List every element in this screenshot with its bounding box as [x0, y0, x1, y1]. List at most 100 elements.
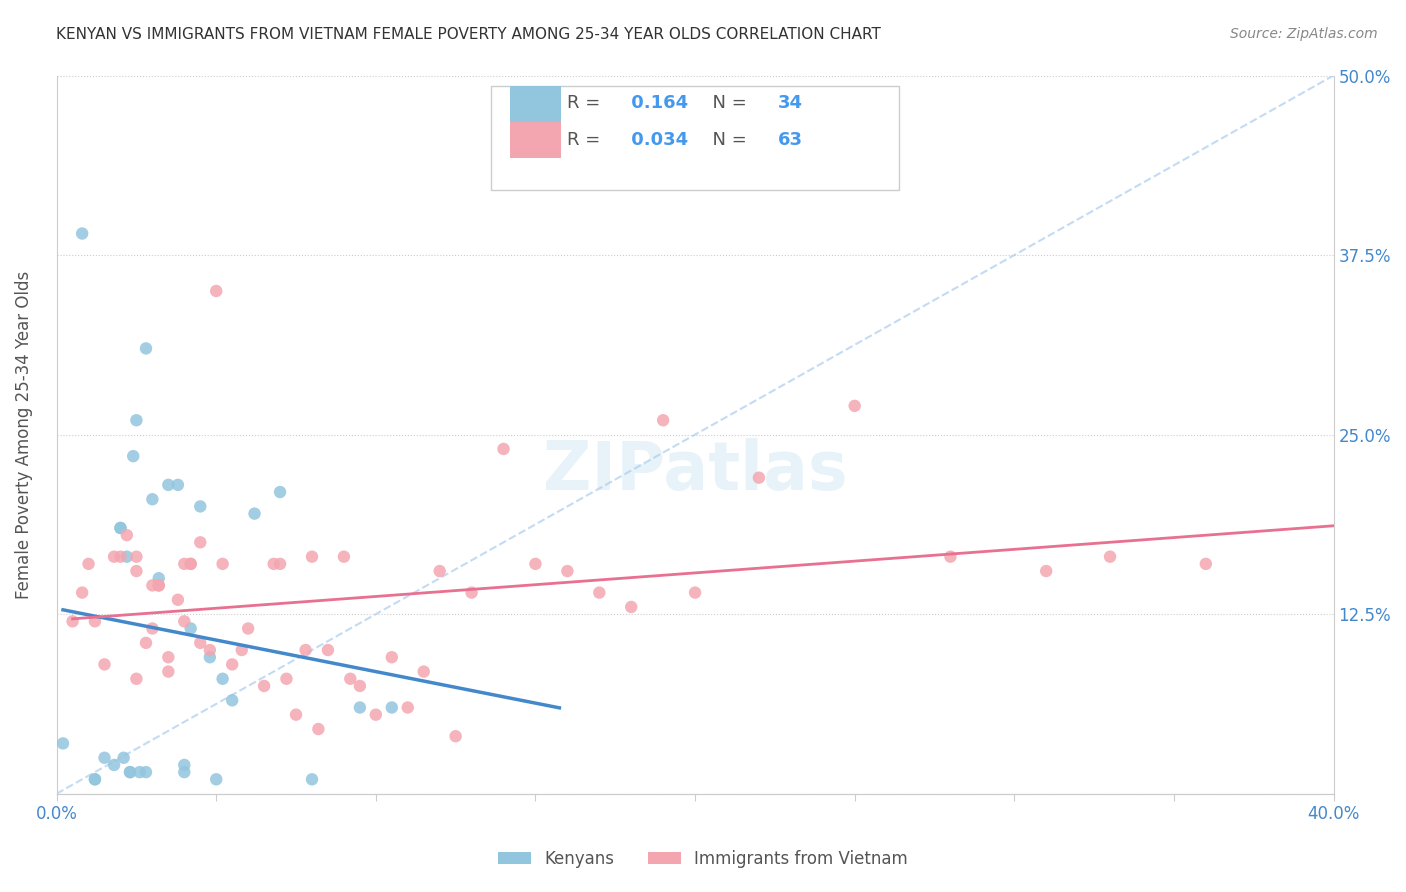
Point	[557, 564, 579, 578]
Point	[128, 765, 150, 780]
Point	[1099, 549, 1122, 564]
Point	[122, 449, 145, 463]
Point	[180, 622, 202, 636]
Point	[157, 665, 180, 679]
Text: R =: R =	[568, 131, 606, 149]
Point	[205, 772, 228, 787]
Point	[173, 615, 195, 629]
Point	[112, 751, 135, 765]
Point	[221, 657, 243, 672]
Point	[652, 413, 675, 427]
Point	[62, 615, 84, 629]
Point	[141, 622, 163, 636]
Point	[333, 549, 356, 564]
Point	[301, 772, 323, 787]
Point	[103, 758, 125, 772]
Text: ZIPatlas: ZIPatlas	[543, 437, 848, 503]
Point	[231, 643, 253, 657]
Point	[211, 672, 233, 686]
Point	[939, 549, 962, 564]
Point	[188, 636, 211, 650]
Point	[180, 557, 202, 571]
Point	[84, 615, 107, 629]
Point	[381, 700, 404, 714]
Point	[381, 650, 404, 665]
Point	[412, 665, 434, 679]
Point	[180, 557, 202, 571]
Text: KENYAN VS IMMIGRANTS FROM VIETNAM FEMALE POVERTY AMONG 25-34 YEAR OLDS CORRELATI: KENYAN VS IMMIGRANTS FROM VIETNAM FEMALE…	[56, 27, 882, 42]
Point	[349, 700, 371, 714]
Point	[118, 765, 141, 780]
Point	[157, 650, 180, 665]
Point	[316, 643, 339, 657]
FancyBboxPatch shape	[510, 122, 561, 158]
Point	[173, 758, 195, 772]
Text: 34: 34	[778, 94, 803, 112]
Point	[110, 521, 132, 535]
Point	[236, 622, 259, 636]
Point	[157, 478, 180, 492]
Point	[429, 564, 451, 578]
Point	[1035, 564, 1057, 578]
Point	[103, 549, 125, 564]
Point	[444, 729, 467, 743]
Point	[211, 557, 233, 571]
Point	[167, 592, 190, 607]
Text: 0.164: 0.164	[624, 94, 688, 112]
Point	[748, 471, 770, 485]
Point	[148, 578, 170, 592]
Point	[173, 557, 195, 571]
Point	[253, 679, 276, 693]
Y-axis label: Female Poverty Among 25-34 Year Olds: Female Poverty Among 25-34 Year Olds	[15, 270, 32, 599]
Point	[115, 549, 138, 564]
Point	[110, 549, 132, 564]
Point	[84, 772, 107, 787]
Point	[115, 528, 138, 542]
Point	[52, 736, 75, 750]
Point	[396, 700, 419, 714]
Point	[118, 765, 141, 780]
Point	[148, 571, 170, 585]
Point	[294, 643, 316, 657]
Point	[188, 535, 211, 549]
Text: 63: 63	[778, 131, 803, 149]
Point	[460, 585, 482, 599]
Text: N =: N =	[702, 131, 754, 149]
Point	[70, 585, 93, 599]
Text: N =: N =	[702, 94, 754, 112]
Point	[188, 500, 211, 514]
Point	[683, 585, 706, 599]
Point	[125, 672, 148, 686]
Text: R =: R =	[568, 94, 606, 112]
Point	[198, 643, 221, 657]
Point	[93, 751, 115, 765]
Point	[1195, 557, 1218, 571]
Point	[285, 707, 308, 722]
Point	[221, 693, 243, 707]
Point	[276, 672, 298, 686]
Point	[167, 478, 190, 492]
Legend: Kenyans, Immigrants from Vietnam: Kenyans, Immigrants from Vietnam	[491, 844, 915, 875]
FancyBboxPatch shape	[510, 87, 561, 122]
Point	[110, 521, 132, 535]
Point	[492, 442, 515, 456]
Point	[84, 772, 107, 787]
Point	[125, 549, 148, 564]
Point	[349, 679, 371, 693]
Point	[141, 492, 163, 507]
Text: Source: ZipAtlas.com: Source: ZipAtlas.com	[1230, 27, 1378, 41]
Point	[173, 765, 195, 780]
Point	[205, 284, 228, 298]
Point	[588, 585, 610, 599]
Point	[269, 557, 291, 571]
Point	[125, 413, 148, 427]
Point	[524, 557, 547, 571]
Point	[307, 722, 329, 736]
Point	[364, 707, 387, 722]
Point	[148, 578, 170, 592]
Point	[135, 342, 157, 356]
Point	[620, 599, 643, 614]
Point	[141, 578, 163, 592]
Point	[263, 557, 285, 571]
Point	[269, 485, 291, 500]
